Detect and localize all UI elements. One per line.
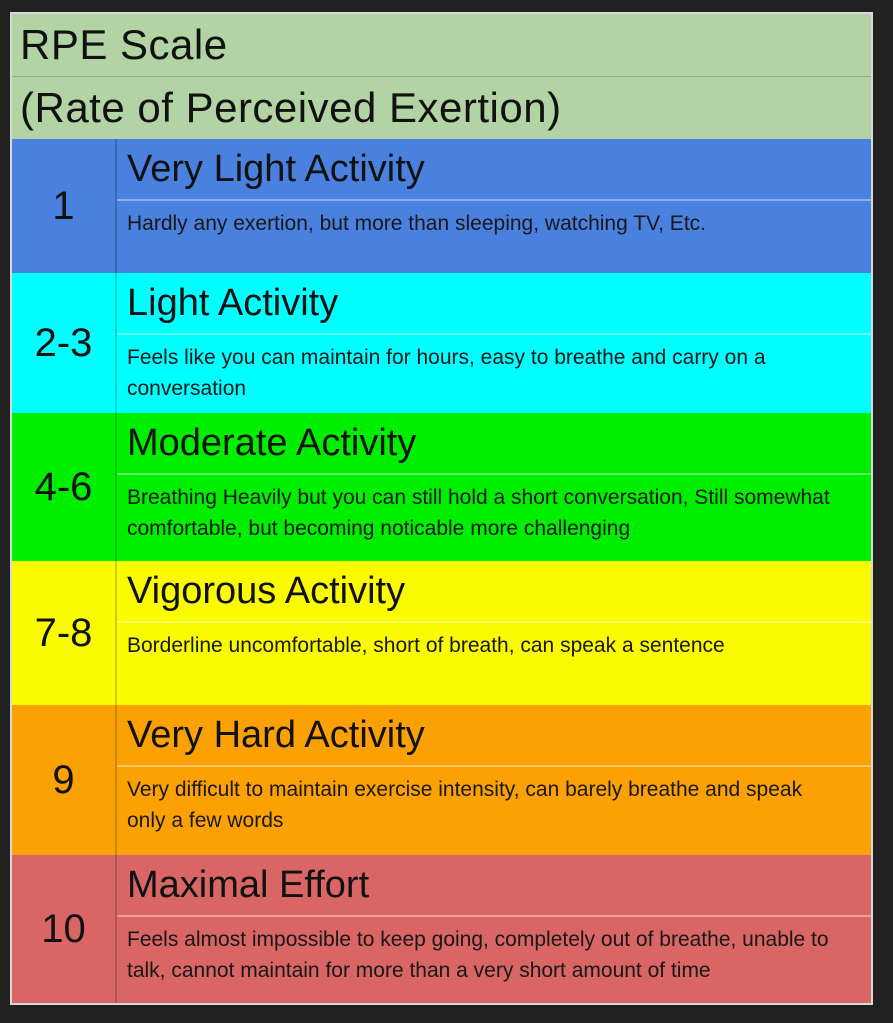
activity-title-7-8: Vigorous Activity <box>117 561 871 623</box>
activity-title-1: Very Light Activity <box>117 139 871 201</box>
activity-description-9: Very difficult to maintain exercise inte… <box>127 778 803 832</box>
activity-title-9: Very Hard Activity <box>117 705 871 767</box>
rpe-row-7-8: 7-8 Vigorous Activity Borderline uncomfo… <box>12 561 871 705</box>
table-subtitle: (Rate of Perceived Exertion) <box>12 77 871 139</box>
rating-value-4-6: 4-6 <box>12 413 117 561</box>
rpe-row-9: 9 Very Hard Activity Very difficult to m… <box>12 705 871 855</box>
activity-title-4-6: Moderate Activity <box>117 413 871 475</box>
rpe-row-1: 1 Very Light Activity Hardly any exertio… <box>12 139 871 273</box>
row-content-9: Very Hard Activity Very difficult to mai… <box>117 705 871 855</box>
activity-description-10: Feels almost impossible to keep going, c… <box>127 928 829 982</box>
rating-value-10: 10 <box>12 855 117 1003</box>
row-content-2-3: Light Activity Feels like you can mainta… <box>117 273 871 413</box>
rating-value-7-8: 7-8 <box>12 561 117 705</box>
row-content-4-6: Moderate Activity Breathing Heavily but … <box>117 413 871 561</box>
activity-title-2-3: Light Activity <box>117 273 871 335</box>
rpe-scale-table: RPE Scale (Rate of Perceived Exertion) 1… <box>10 12 873 1005</box>
activity-description-2-3: Feels like you can maintain for hours, e… <box>127 346 766 400</box>
row-content-7-8: Vigorous Activity Borderline uncomfortab… <box>117 561 871 705</box>
rpe-row-4-6: 4-6 Moderate Activity Breathing Heavily … <box>12 413 871 561</box>
activity-description-7-8: Borderline uncomfortable, short of breat… <box>127 634 725 657</box>
rating-value-2-3: 2-3 <box>12 273 117 413</box>
activity-description-4-6: Breathing Heavily but you can still hold… <box>127 486 830 540</box>
table-title: RPE Scale <box>12 14 871 77</box>
activity-title-10: Maximal Effort <box>117 855 871 917</box>
row-content-10: Maximal Effort Feels almost impossible t… <box>117 855 871 1003</box>
rpe-row-2-3: 2-3 Light Activity Feels like you can ma… <box>12 273 871 413</box>
rating-value-1: 1 <box>12 139 117 273</box>
activity-description-1: Hardly any exertion, but more than sleep… <box>127 212 706 235</box>
rpe-row-10: 10 Maximal Effort Feels almost impossibl… <box>12 855 871 1003</box>
row-content-1: Very Light Activity Hardly any exertion,… <box>117 139 871 273</box>
rating-value-9: 9 <box>12 705 117 855</box>
